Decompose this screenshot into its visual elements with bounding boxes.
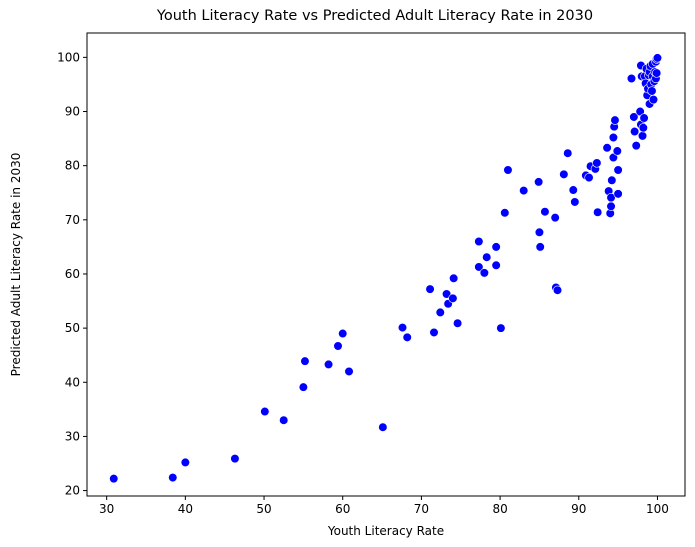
- data-point: [474, 236, 484, 247]
- data-point: [592, 158, 602, 168]
- chart-title: Youth Literacy Rate vs Predicted Adult L…: [156, 8, 593, 24]
- data-point: [534, 177, 544, 187]
- data-point: [260, 406, 270, 417]
- x-tick-label: 90: [571, 502, 586, 516]
- data-point: [638, 123, 648, 133]
- data-point: [626, 73, 637, 84]
- x-tick-label: 30: [99, 502, 114, 516]
- data-point: [652, 68, 662, 78]
- y-tick-label: 100: [57, 50, 80, 64]
- y-axis: 20 30 40 50 60 70 80 90 100: [57, 50, 87, 498]
- data-point: [109, 474, 119, 484]
- data-point: [519, 185, 529, 196]
- plot-area: [86, 32, 686, 497]
- data-point: [338, 328, 348, 339]
- y-tick-label: 70: [65, 213, 80, 227]
- data-point: [279, 415, 289, 425]
- data-point: [606, 201, 616, 211]
- data-point: [607, 175, 617, 185]
- data-point: [425, 284, 435, 294]
- data-point: [491, 260, 501, 270]
- x-axis: 30 40 50 60 70 80 90 100: [99, 496, 669, 516]
- y-tick-label: 80: [65, 159, 80, 173]
- data-point: [652, 53, 663, 63]
- data-point: [453, 318, 463, 328]
- data-point: [496, 323, 506, 333]
- data-point: [613, 189, 623, 199]
- x-tick-label: 40: [178, 502, 193, 516]
- y-tick-label: 50: [65, 321, 80, 335]
- data-point: [482, 252, 492, 262]
- data-point: [648, 95, 659, 105]
- data-point: [500, 208, 510, 218]
- data-point: [602, 143, 612, 153]
- data-point: [550, 213, 560, 223]
- data-point: [435, 307, 445, 318]
- data-point: [570, 197, 580, 207]
- data-point: [612, 146, 622, 156]
- x-tick-label: 50: [256, 502, 271, 516]
- data-point: [637, 131, 648, 141]
- x-tick-label: 60: [335, 502, 350, 516]
- data-point: [559, 169, 569, 179]
- data-point: [606, 193, 616, 203]
- data-point: [449, 273, 459, 283]
- data-point: [397, 322, 408, 333]
- data-point: [647, 86, 657, 96]
- y-tick-label: 90: [65, 105, 80, 119]
- data-point: [441, 289, 452, 299]
- data-point: [535, 242, 545, 252]
- data-point: [540, 207, 550, 217]
- y-tick-label: 60: [65, 267, 80, 281]
- data-point: [552, 285, 563, 295]
- data-point: [168, 472, 178, 483]
- data-point: [230, 454, 240, 464]
- data-point: [180, 457, 190, 468]
- data-point: [298, 382, 308, 392]
- data-point: [593, 207, 603, 217]
- data-point: [448, 293, 458, 303]
- data-point: [639, 113, 649, 123]
- x-axis-label: Youth Literacy Rate: [327, 524, 444, 538]
- data-point: [613, 165, 623, 175]
- y-tick-label: 30: [65, 429, 80, 443]
- data-point: [608, 132, 619, 143]
- x-tick-label: 70: [414, 502, 429, 516]
- data-point: [563, 148, 573, 158]
- axes-frame: [86, 32, 686, 497]
- data-point: [630, 126, 640, 137]
- data-point: [491, 242, 501, 252]
- y-tick-label: 20: [65, 484, 80, 498]
- data-point: [378, 422, 388, 432]
- y-tick-label: 40: [65, 375, 80, 389]
- y-axis-label: Predicted Adult Literacy Rate in 2030: [9, 153, 23, 377]
- data-point: [402, 332, 412, 342]
- data-point: [584, 172, 594, 183]
- data-point: [631, 141, 641, 151]
- x-tick-label: 80: [492, 502, 507, 516]
- data-point: [534, 227, 545, 237]
- x-tick-label: 100: [646, 502, 669, 516]
- data-point: [479, 268, 489, 278]
- data-point: [323, 359, 334, 370]
- points-layer: [109, 53, 663, 484]
- data-point: [333, 341, 343, 351]
- data-point: [610, 115, 620, 125]
- data-point: [503, 165, 513, 175]
- data-point: [300, 356, 310, 366]
- data-point: [568, 185, 578, 195]
- data-point: [429, 327, 439, 338]
- data-point: [474, 262, 484, 272]
- data-point: [344, 366, 354, 377]
- data-point: [629, 112, 639, 122]
